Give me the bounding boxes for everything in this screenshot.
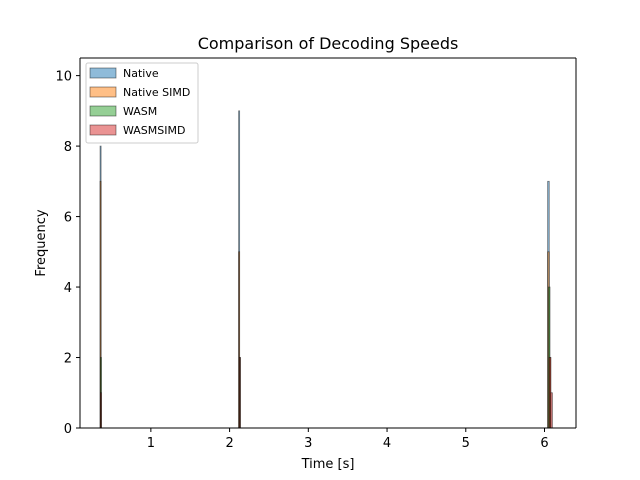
legend-items: Native Native SIMD WASM WASMSIMD [89, 67, 190, 137]
legend-label-wasm: WASM [123, 105, 157, 118]
legend-swatch-native [89, 67, 117, 79]
legend-label-native: Native [123, 67, 159, 80]
legend-swatch-native-simd [89, 86, 117, 98]
y-tick-label: 2 [64, 352, 72, 367]
y-tick-label: 10 [55, 70, 72, 85]
x-tick-label: 4 [383, 436, 391, 451]
legend-label-wasmsimd: WASMSIMD [123, 124, 185, 137]
x-axis-ticks: 1 2 3 4 5 6 [147, 428, 549, 451]
y-axis-label: Frequency [34, 209, 49, 276]
axes-frame [79, 57, 577, 429]
x-tick-label: 1 [147, 436, 155, 451]
x-tick-label: 2 [225, 436, 233, 451]
legend-swatch-wasmsimd [89, 124, 117, 136]
bar-wasmsimd-1 [239, 357, 241, 429]
y-tick-label: 8 [64, 140, 72, 155]
legend-label-native-simd: Native SIMD [123, 86, 190, 99]
x-tick-label: 5 [462, 436, 470, 451]
bar-wasmsimd-3 [550, 392, 553, 429]
chart-title: Comparison of Decoding Speeds [198, 34, 459, 53]
legend-box [85, 62, 199, 144]
y-axis-ticks: 0 2 4 6 8 10 [55, 70, 80, 437]
bar-wasmsimd-0 [100, 392, 102, 429]
legend: Native Native SIMD WASM WASMSIMD [85, 62, 199, 144]
y-tick-label: 6 [64, 211, 72, 226]
y-tick-label: 0 [64, 422, 72, 437]
x-axis-label: Time [s] [301, 457, 355, 472]
x-tick-label: 6 [540, 436, 548, 451]
y-tick-label: 4 [64, 281, 72, 296]
legend-swatch-wasm [89, 105, 117, 117]
x-tick-label: 3 [304, 436, 312, 451]
